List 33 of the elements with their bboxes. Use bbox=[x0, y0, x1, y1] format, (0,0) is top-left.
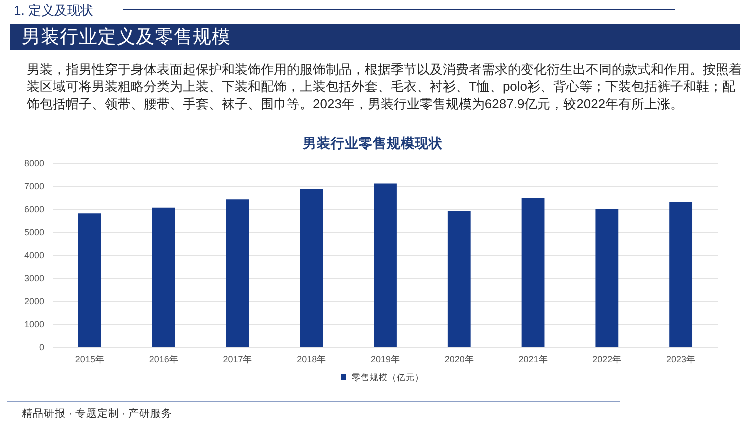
y-tick-label: 6000 bbox=[24, 204, 44, 214]
legend-label: 零售规模（亿元） bbox=[352, 372, 424, 382]
x-tick-label: 2018年 bbox=[297, 354, 326, 364]
y-tick-label: 7000 bbox=[24, 182, 44, 192]
chart-title: 男装行业零售规模现状 bbox=[302, 136, 444, 151]
text: 1. 定义及现状 bbox=[14, 3, 94, 18]
x-tick-label: 2020年 bbox=[444, 354, 474, 364]
x-tick-label: 2016年 bbox=[149, 354, 178, 364]
bar bbox=[300, 189, 324, 347]
bar bbox=[448, 211, 471, 347]
bar bbox=[78, 214, 102, 347]
y-tick-label: 8000 bbox=[24, 158, 44, 168]
x-tick-label: 2023年 bbox=[666, 354, 696, 364]
y-tick-label: 1000 bbox=[24, 320, 44, 330]
y-tick-label: 2000 bbox=[24, 296, 44, 306]
y-tick-label: 0 bbox=[39, 342, 44, 352]
y-tick-label: 4000 bbox=[24, 250, 44, 260]
y-tick-label: 5000 bbox=[24, 228, 44, 238]
bar bbox=[522, 198, 545, 347]
text: 男装，指男性穿于身体表面起保护和装饰作用的服饰制品，根据季节以及消费者需求的变化衍生出不同的款式和作用。按照着装区域可将男装粗略分类为上装、下装和配饰，上装包括外套、毛衣、衬衫、T恤、polo衫、背心等；下装包括裤子和鞋；配饰包括帽子、领带、腰带、手套、袜子、围巾等。2023年，男装行业零售规模为6287.9亿元，较2022年有所上涨。 bbox=[26, 62, 742, 112]
y-tick-label: 3000 bbox=[24, 274, 44, 284]
bar bbox=[670, 202, 693, 347]
bar bbox=[152, 208, 176, 347]
bar bbox=[374, 184, 397, 347]
text: 精品研报 · 专题定制 · 产研服务 bbox=[22, 407, 173, 420]
x-tick-label: 2015年 bbox=[75, 354, 104, 364]
x-tick-label: 2021年 bbox=[518, 354, 548, 364]
bar bbox=[226, 200, 250, 347]
bar bbox=[596, 209, 619, 347]
x-tick-label: 2017年 bbox=[223, 354, 252, 364]
text: 男装行业定义及零售规模 bbox=[22, 26, 231, 47]
x-tick-label: 2019年 bbox=[370, 354, 400, 364]
x-tick-label: 2022年 bbox=[592, 354, 622, 364]
